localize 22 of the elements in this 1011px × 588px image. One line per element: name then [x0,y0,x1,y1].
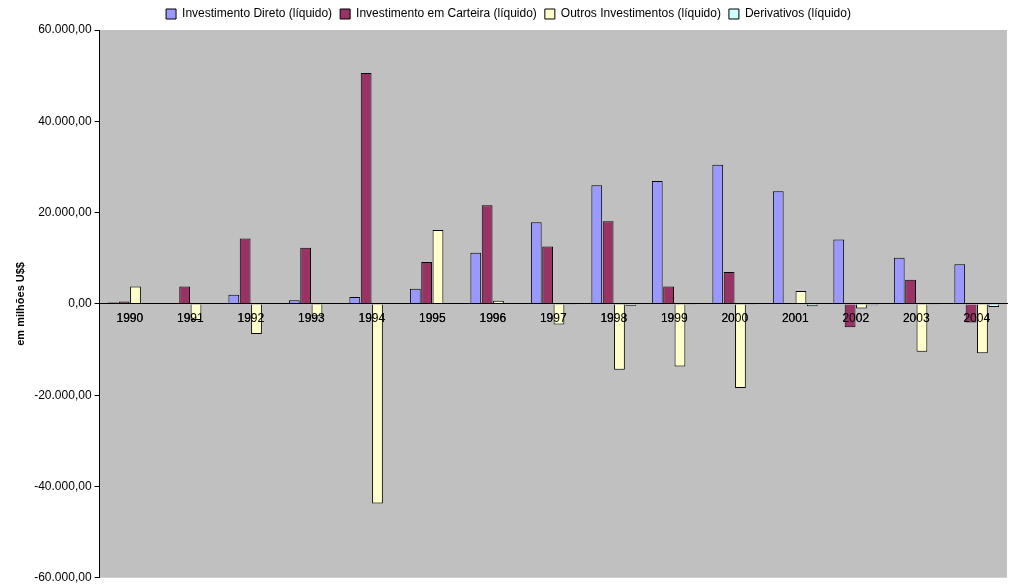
x-tick-label: 1990 [116,311,144,326]
x-tick-label: 2003 [902,311,930,326]
y-tick-label: -60.000,00 [34,570,92,585]
x-tick-label: 1996 [479,311,507,326]
legend-label: Investimento Direto (líquido) [182,6,333,21]
x-tick-label: 2001 [781,311,809,326]
y-tick-label: -40.000,00 [34,478,92,493]
x-tick-label: 1991 [176,311,204,326]
x-tick-label: 1995 [418,311,446,326]
y-tick-label: 0,00 [68,296,92,311]
y-tick-label: 60.000,00 [38,22,92,37]
x-tick-label: 1993 [297,311,325,326]
y-tick-label: -20.000,00 [34,387,92,402]
legend-label: Investimento em Carteira (líquido) [356,6,537,21]
y-tick-label: 40.000,00 [38,113,92,128]
x-tick-label: 2004 [963,311,991,326]
y-tick-label: 20.000,00 [38,204,92,219]
y-axis-title: em milhões U$$ [13,262,26,346]
legend-label: Derivativos (líquido) [744,6,851,21]
x-tick-label: 1999 [660,311,688,326]
x-tick-label: 1997 [539,311,567,326]
legend-label: Outros Investimentos (líquido) [560,6,721,21]
